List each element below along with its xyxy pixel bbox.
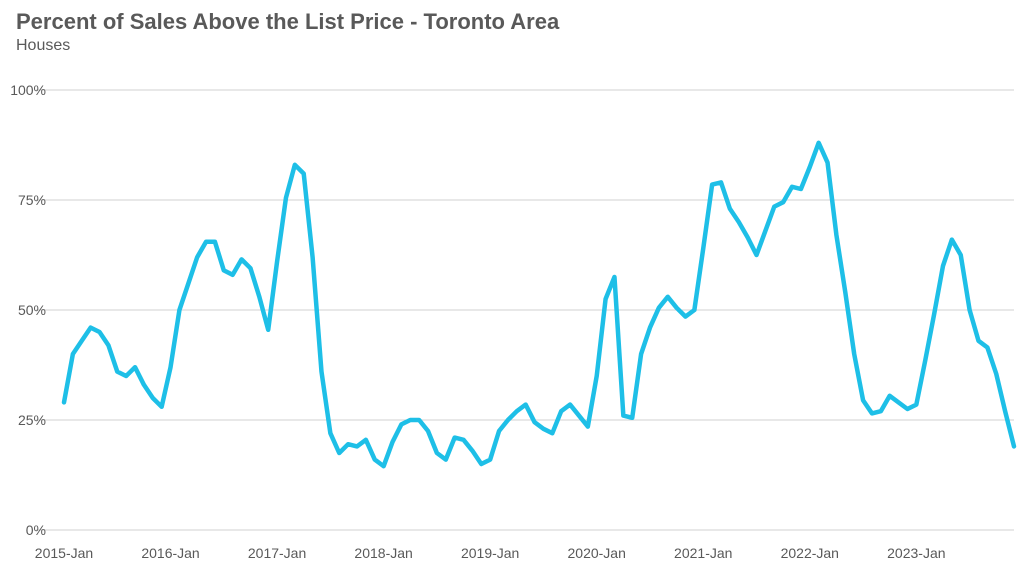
chart-subtitle: Houses — [16, 37, 71, 54]
y-tick-label: 25% — [18, 412, 46, 428]
x-tick-label: 2019-Jan — [461, 545, 519, 561]
y-tick-label: 0% — [26, 522, 46, 538]
y-tick-label: 100% — [10, 82, 46, 98]
series-line — [61, 140, 1017, 469]
x-tick-label: 2021-Jan — [674, 545, 732, 561]
x-tick-label: 2020-Jan — [568, 545, 626, 561]
x-tick-label: 2017-Jan — [248, 545, 306, 561]
gridlines — [36, 89, 1014, 531]
y-tick-label: 75% — [18, 192, 46, 208]
x-axis-labels: 2015-Jan 2016-Jan 2017-Jan 2018-Jan 2019-Jan… — [35, 545, 946, 561]
x-tick-label: 2016-Jan — [141, 545, 199, 561]
x-tick-label: 2015-Jan — [35, 545, 93, 561]
x-tick-label: 2022-Jan — [781, 545, 839, 561]
y-tick-label: 50% — [18, 302, 46, 318]
x-tick-label: 2018-Jan — [354, 545, 412, 561]
x-tick-label: 2023-Jan — [887, 545, 945, 561]
series-layer — [61, 140, 1017, 469]
y-axis-labels: 0% 25% 50% 75% 100% — [10, 82, 46, 538]
chart-title: Percent of Sales Above the List Price - … — [16, 9, 560, 34]
